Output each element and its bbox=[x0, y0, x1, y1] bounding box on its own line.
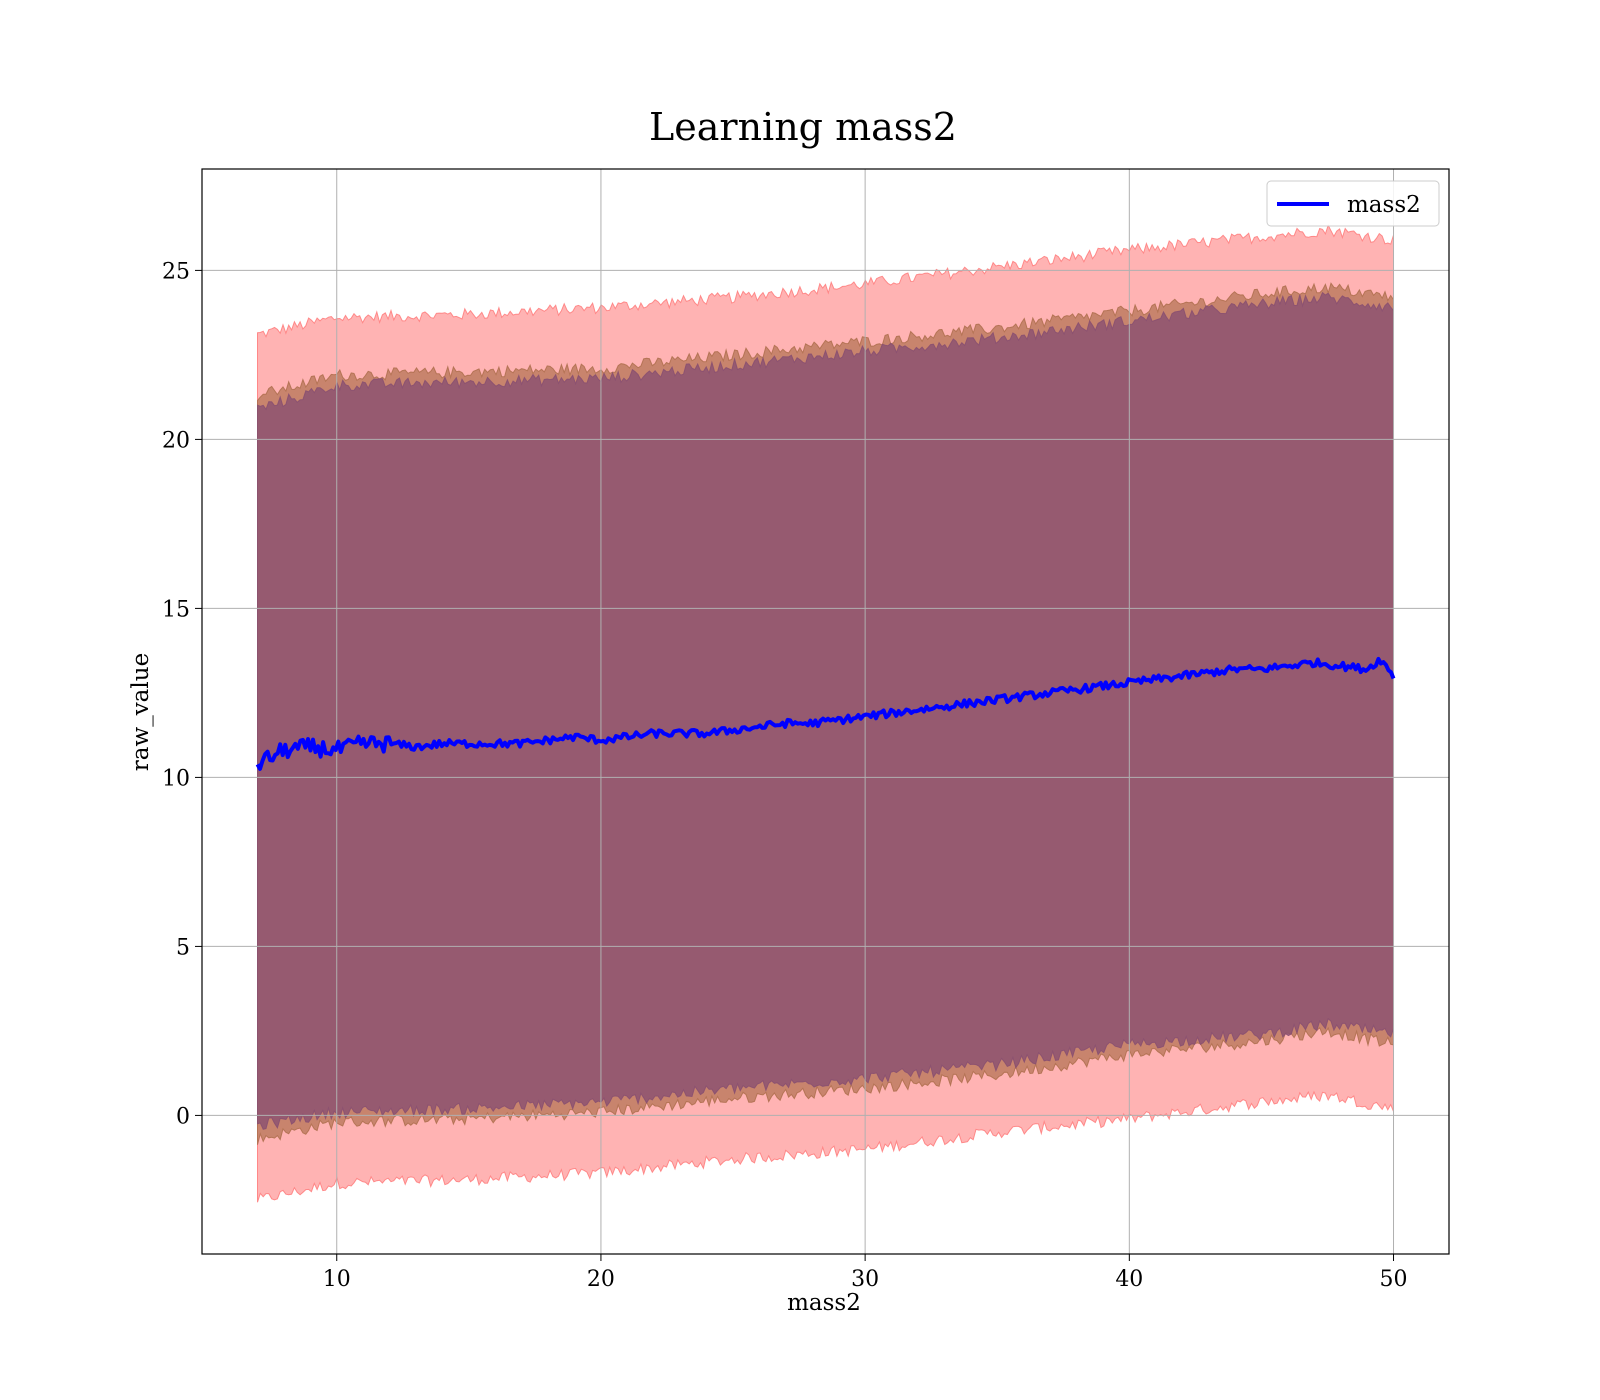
x-tick-label: 10 bbox=[323, 1267, 351, 1292]
x-axis-ticks: 10 20 30 40 50 bbox=[323, 1254, 1408, 1292]
confidence-bands bbox=[257, 223, 1394, 1203]
y-axis-ticks: 0 5 10 15 20 25 bbox=[162, 259, 202, 1129]
plot-border bbox=[201, 168, 1450, 1255]
series-lines bbox=[255, 656, 1396, 771]
grid bbox=[202, 169, 1449, 1254]
chart-title: Learning mass2 bbox=[649, 105, 957, 149]
legend-label: mass2 bbox=[1347, 192, 1421, 218]
y-tick-label: 10 bbox=[162, 766, 190, 791]
y-tick-label: 25 bbox=[162, 259, 190, 284]
y-axis-title: raw_value bbox=[128, 653, 154, 771]
series-line-mass2 bbox=[255, 656, 1396, 771]
legend-box bbox=[1266, 180, 1440, 227]
y-tick-label: 0 bbox=[176, 1104, 190, 1129]
y-tick-label: 5 bbox=[176, 935, 190, 960]
x-axis-title: mass2 bbox=[787, 1290, 861, 1316]
plot-frame bbox=[201, 168, 1450, 1255]
x-tick-label: 30 bbox=[851, 1267, 879, 1292]
legend: mass2 bbox=[1266, 180, 1440, 227]
x-tick-label: 50 bbox=[1380, 1267, 1408, 1292]
x-tick-label: 40 bbox=[1115, 1267, 1143, 1292]
x-tick-label: 20 bbox=[587, 1267, 615, 1292]
y-tick-label: 15 bbox=[162, 597, 190, 622]
y-tick-label: 20 bbox=[162, 428, 190, 453]
band-3 bbox=[257, 291, 1394, 1130]
